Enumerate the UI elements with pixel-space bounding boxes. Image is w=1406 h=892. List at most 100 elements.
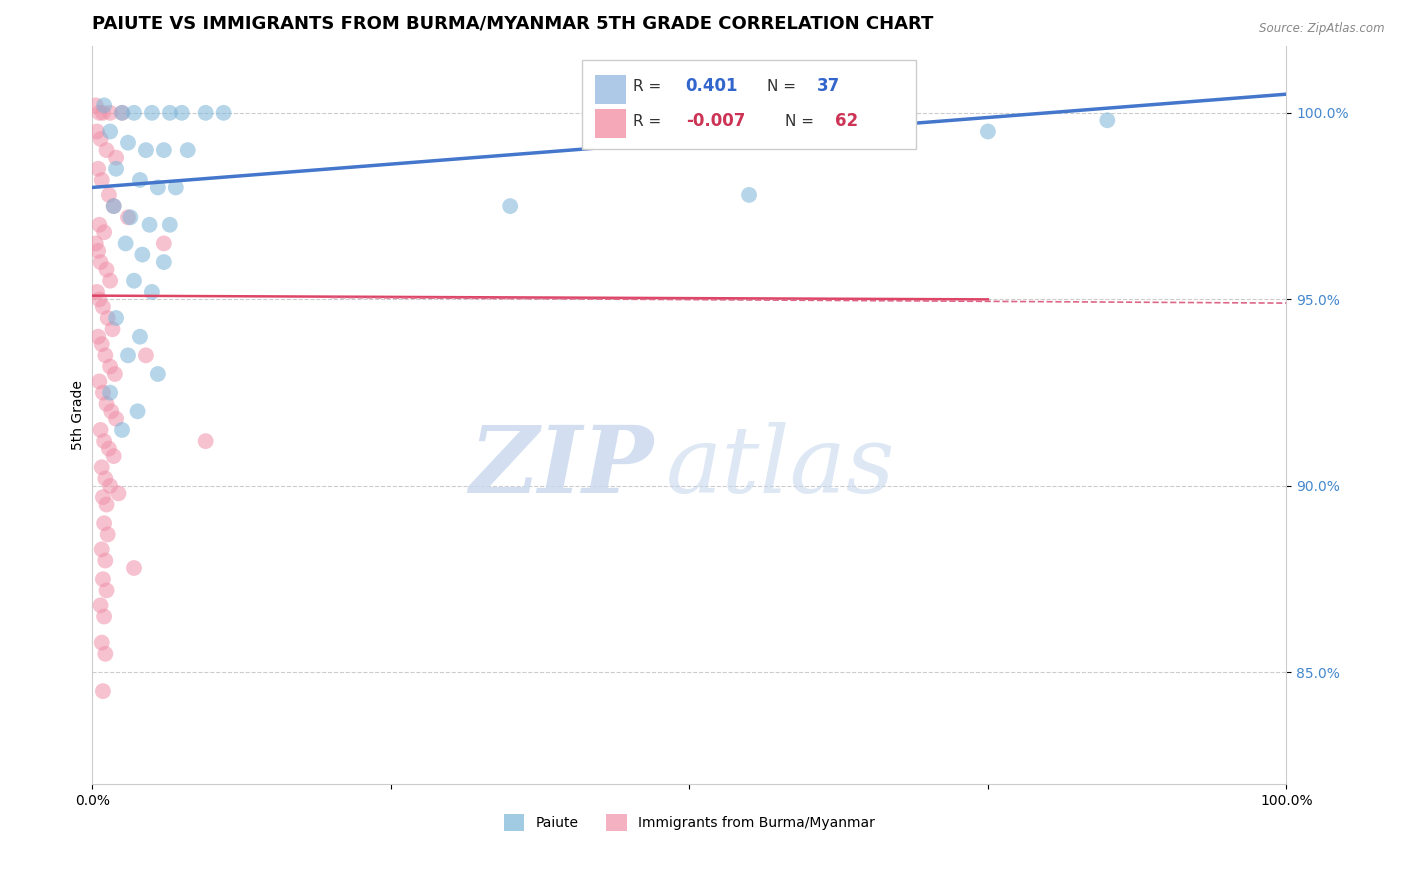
Text: Source: ZipAtlas.com: Source: ZipAtlas.com <box>1260 22 1385 36</box>
Point <box>120 211 142 225</box>
Point <box>129 329 152 343</box>
Point <box>94 647 117 661</box>
Point <box>105 151 128 165</box>
Point <box>90 132 112 146</box>
Point <box>91 572 114 586</box>
Point <box>153 236 176 251</box>
Point <box>738 188 761 202</box>
Point <box>127 404 149 418</box>
Point <box>212 105 235 120</box>
Text: 62: 62 <box>835 112 858 130</box>
Point <box>131 247 153 261</box>
Point <box>93 609 115 624</box>
Point <box>94 348 117 362</box>
FancyBboxPatch shape <box>595 109 626 138</box>
Point <box>93 98 115 112</box>
Point <box>96 583 118 598</box>
Point <box>1097 113 1119 128</box>
Point <box>90 423 112 437</box>
Point <box>90 635 112 649</box>
Text: 0.401: 0.401 <box>686 78 738 95</box>
Point <box>111 423 134 437</box>
Point <box>141 105 163 120</box>
Point <box>97 527 120 541</box>
Point <box>89 293 111 307</box>
FancyBboxPatch shape <box>595 75 626 104</box>
Point <box>146 367 169 381</box>
Point <box>146 180 169 194</box>
Point <box>114 236 136 251</box>
Point <box>105 311 128 326</box>
Point <box>90 255 112 269</box>
Point <box>89 218 111 232</box>
Point <box>111 105 134 120</box>
Text: PAIUTE VS IMMIGRANTS FROM BURMA/MYANMAR 5TH GRADE CORRELATION CHART: PAIUTE VS IMMIGRANTS FROM BURMA/MYANMAR … <box>93 15 934 33</box>
Point <box>194 434 217 449</box>
Point <box>96 143 118 157</box>
Point <box>98 105 121 120</box>
Point <box>98 124 121 138</box>
Y-axis label: 5th Grade: 5th Grade <box>72 380 86 450</box>
Point <box>84 98 107 112</box>
Text: R =: R = <box>633 113 666 128</box>
Point <box>165 180 187 194</box>
Point <box>91 490 114 504</box>
Point <box>111 105 134 120</box>
Point <box>117 136 139 150</box>
Text: R =: R = <box>633 78 666 94</box>
Point <box>135 143 157 157</box>
Point <box>87 161 110 176</box>
Point <box>153 255 176 269</box>
Point <box>499 199 522 213</box>
Point <box>153 143 176 157</box>
Point <box>122 274 145 288</box>
Point <box>96 262 118 277</box>
Point <box>90 542 112 557</box>
Point <box>97 188 120 202</box>
Point <box>100 404 122 418</box>
Point <box>159 105 181 120</box>
Point <box>103 199 125 213</box>
Point <box>122 105 145 120</box>
Point <box>170 105 193 120</box>
Text: N =: N = <box>766 78 801 94</box>
Point <box>91 105 114 120</box>
Point <box>90 460 112 475</box>
Point <box>141 285 163 299</box>
Point <box>90 599 112 613</box>
Point <box>87 244 110 258</box>
Point <box>86 124 108 138</box>
Point <box>91 300 114 314</box>
Point <box>177 143 200 157</box>
Point <box>105 411 128 425</box>
Text: -0.007: -0.007 <box>686 112 745 130</box>
Point <box>977 124 1000 138</box>
Point <box>98 274 121 288</box>
Point <box>98 359 121 374</box>
Point <box>97 442 120 456</box>
Point <box>104 367 127 381</box>
Text: atlas: atlas <box>665 422 896 512</box>
Legend: Paiute, Immigrants from Burma/Myanmar: Paiute, Immigrants from Burma/Myanmar <box>498 808 880 837</box>
Point <box>93 225 115 239</box>
Point <box>93 434 115 449</box>
Point <box>105 161 128 176</box>
Point <box>96 397 118 411</box>
Point <box>89 375 111 389</box>
Point <box>94 553 117 567</box>
Text: N =: N = <box>785 113 818 128</box>
Point <box>117 211 139 225</box>
Point <box>98 385 121 400</box>
Point <box>84 236 107 251</box>
Point <box>90 337 112 351</box>
Point <box>93 516 115 531</box>
FancyBboxPatch shape <box>582 61 917 149</box>
Point <box>97 311 120 326</box>
Point <box>138 218 160 232</box>
Point <box>103 449 125 463</box>
Point <box>91 684 114 698</box>
Point <box>194 105 217 120</box>
Point <box>159 218 181 232</box>
Point <box>94 471 117 485</box>
Point <box>86 285 108 299</box>
